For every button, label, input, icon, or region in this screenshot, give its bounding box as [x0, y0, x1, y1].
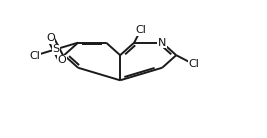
Text: N: N — [158, 38, 166, 48]
Text: Cl: Cl — [29, 51, 40, 61]
Text: S: S — [53, 44, 60, 54]
Text: O: O — [58, 55, 66, 65]
Text: O: O — [46, 33, 55, 43]
Text: Cl: Cl — [135, 25, 146, 35]
Text: Cl: Cl — [189, 59, 199, 69]
